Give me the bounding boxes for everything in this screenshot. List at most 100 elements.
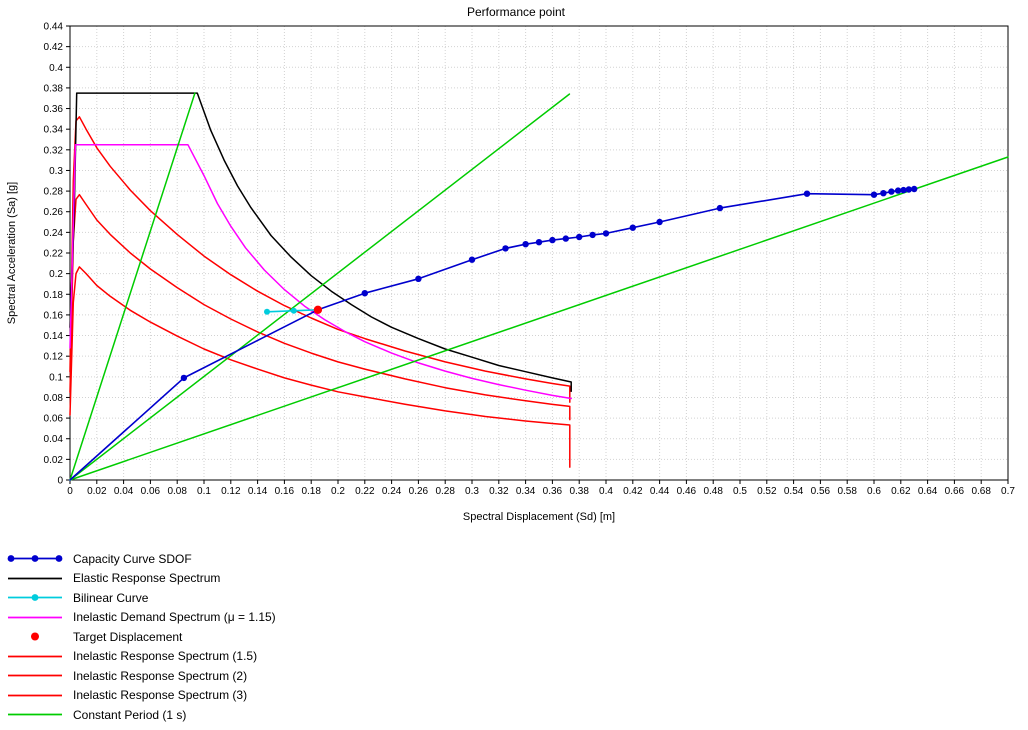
x-tick-label: 0.12 xyxy=(221,486,241,497)
series-capacity-curve-marker xyxy=(502,245,509,252)
y-tick-label: 0.38 xyxy=(44,83,64,94)
series-constant-period-line xyxy=(69,92,196,481)
legend-glyph-line xyxy=(8,577,62,580)
performance-point-chart: Performance point 0 0.02 0.04 0.06 0.08 0.1 0.… xyxy=(6,5,1016,523)
series-capacity-curve-marker xyxy=(894,187,902,194)
y-tick-label: 0 xyxy=(57,476,63,487)
y-tick-label: 0.32 xyxy=(44,145,64,156)
y-tick-label: 0.42 xyxy=(44,42,64,53)
legend-label: Inelastic Demand Spectrum (μ = 1.15) xyxy=(73,610,276,625)
axis-ticks xyxy=(66,25,1009,484)
y-tick-label: 0.22 xyxy=(44,249,64,260)
legend-item: Inelastic Response Spectrum (1.5) xyxy=(0,647,1028,667)
x-tick-label: 0.22 xyxy=(355,486,375,497)
legend-label: Constant Period (1 s) xyxy=(73,707,187,722)
legend-marker-sample xyxy=(31,632,39,641)
series-bilinear-curve-marker xyxy=(290,307,297,314)
y-tick-label: 0.06 xyxy=(44,414,64,425)
y-tick-label: 0.34 xyxy=(44,125,64,136)
y-tick-label: 0.2 xyxy=(49,269,63,280)
legend-item: Bilinear Curve xyxy=(0,588,1028,608)
series-capacity-curve-marker xyxy=(361,290,368,297)
legend-glyph-line-dot xyxy=(8,594,62,602)
series-capacity-curve-marker xyxy=(522,241,529,248)
y-tick-label: 0.4 xyxy=(49,63,63,74)
series-inelastic-response-3-line xyxy=(69,266,571,468)
y-tick-label: 0.02 xyxy=(44,455,64,466)
x-tick-label: 0.7 xyxy=(1001,486,1015,497)
x-tick-label: 0.4 xyxy=(599,486,613,497)
x-tick-label: 0.68 xyxy=(971,486,991,497)
series-capacity-curve-marker xyxy=(870,191,878,198)
legend-glyph-line xyxy=(8,713,62,716)
legend-marker-sample xyxy=(7,555,15,563)
y-tick-label: 0.16 xyxy=(44,310,64,321)
x-tick-label: 0.58 xyxy=(837,486,857,497)
y-tick-label: 0.04 xyxy=(44,434,64,445)
x-tick-label: 0.56 xyxy=(811,486,831,497)
series-elastic-response-line xyxy=(69,92,572,393)
x-tick-label: 0.36 xyxy=(543,486,563,497)
x-tick-label: 0.2 xyxy=(331,486,345,497)
series-capacity-curve-marker xyxy=(629,224,636,231)
x-tick-label: 0.48 xyxy=(703,486,723,497)
y-tick-label: 0.18 xyxy=(44,290,64,301)
y-tick-label: 0.14 xyxy=(44,331,64,342)
series-capacity-curve-marker xyxy=(602,230,610,237)
series-capacity-curve-marker xyxy=(803,190,811,197)
series-capacity-curve-marker xyxy=(716,204,724,212)
y-tick-label: 0.28 xyxy=(44,187,64,198)
series-capacity-curve-marker xyxy=(905,186,912,193)
y-tick-label: 0.24 xyxy=(44,228,64,239)
series-bilinear-curve-marker xyxy=(264,308,270,315)
series-capacity-curve-marker xyxy=(549,236,556,244)
y-axis-label: Spectral Acceleration (Sa) [g] xyxy=(6,182,18,324)
x-tick-label: 0.1 xyxy=(197,486,211,497)
series-capacity-curve-marker xyxy=(468,256,476,263)
legend-label: Inelastic Response Spectrum (3) xyxy=(73,688,248,703)
y-tick-label: 0.26 xyxy=(44,207,64,218)
tick-labels: 0 0.02 0.04 0.06 0.08 0.1 0.12 0.14 0.16 0.18 0.2 0… xyxy=(44,22,1016,498)
y-tick-label: 0.12 xyxy=(44,352,64,363)
x-tick-label: 0.38 xyxy=(569,486,589,497)
x-tick-label: 0.26 xyxy=(409,486,429,497)
series-inelastic-response-15-line xyxy=(69,116,571,403)
legend-label: Bilinear Curve xyxy=(73,590,149,605)
x-tick-label: 0.06 xyxy=(141,486,161,497)
x-tick-label: 0.5 xyxy=(733,486,747,497)
x-tick-label: 0.18 xyxy=(301,486,321,497)
series-capacity-curve-marker xyxy=(180,374,188,382)
x-tick-label: 0.04 xyxy=(114,486,134,497)
x-tick-label: 0.66 xyxy=(945,486,965,497)
legend-label: Elastic Response Spectrum xyxy=(73,571,221,586)
x-tick-label: 0.02 xyxy=(87,486,107,497)
x-tick-label: 0.6 xyxy=(867,486,881,497)
chart-title: Performance point xyxy=(467,5,566,19)
x-tick-label: 0.46 xyxy=(677,486,697,497)
legend-item: Inelastic Response Spectrum (3) xyxy=(0,686,1028,706)
series-inelastic-response-2-line xyxy=(69,193,571,421)
legend-marker-sample xyxy=(31,555,39,563)
series-constant-period-line xyxy=(69,156,1009,481)
series-capacity-curve-marker xyxy=(880,190,887,197)
series-capacity-curve-marker xyxy=(415,275,422,282)
x-tick-label: 0.08 xyxy=(167,486,187,497)
x-tick-label: 0.64 xyxy=(918,486,938,497)
series-capacity-curve-marker xyxy=(911,185,918,193)
legend-glyph-dot xyxy=(31,632,39,641)
legend-glyph-line-dots3 xyxy=(7,555,63,563)
x-tick-label: 0.34 xyxy=(516,486,536,497)
x-tick-label: 0.42 xyxy=(623,486,643,497)
legend-label: Target Displacement xyxy=(73,629,183,644)
x-tick-label: 0.24 xyxy=(382,486,402,497)
legend-label: Inelastic Response Spectrum (1.5) xyxy=(73,649,258,664)
series-capacity-curve-marker xyxy=(656,218,663,226)
y-tick-label: 0.36 xyxy=(44,104,64,115)
y-tick-label: 0.1 xyxy=(49,372,63,383)
legend-item: Inelastic Demand Spectrum (μ = 1.15) xyxy=(0,608,1028,628)
y-tick-label: 0.08 xyxy=(44,393,64,404)
legend-item: Constant Period (1 s) xyxy=(0,705,1028,725)
series-capacity-curve-marker xyxy=(888,188,895,195)
x-tick-label: 0.52 xyxy=(757,486,777,497)
